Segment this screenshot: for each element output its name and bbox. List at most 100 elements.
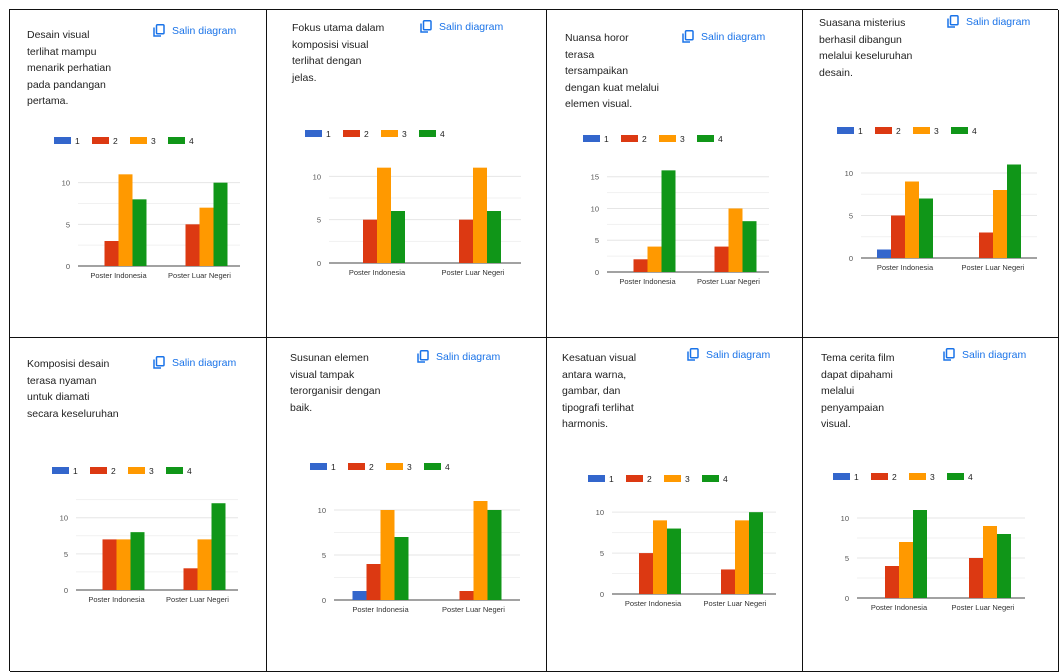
bar-series-3 [993,190,1007,258]
bar-series-4 [742,221,757,272]
bar-series-3 [473,167,487,263]
y-tick-label: 0 [845,594,849,603]
y-tick-label: 10 [841,514,849,523]
bar-series-3 [473,501,488,600]
copy-chart-button[interactable]: Salin diagram [682,30,765,43]
chart-card: Desain visual terlihat mampu menarik per… [10,10,267,338]
bar-series-3 [653,520,667,594]
legend-label-4: 4 [189,136,194,146]
legend-swatch-4 [424,463,441,470]
question-text: Susunan elemen visual tampak terorganisi… [290,352,381,414]
copy-icon [687,348,699,361]
legend-label-2: 2 [111,466,116,476]
question-text: Kesatuan visual antara warna, gambar, da… [562,352,637,430]
question-text: Fokus utama dalam komposisi visual terli… [292,22,385,84]
copy-chart-button[interactable]: Salin diagram [417,350,500,363]
legend-label-2: 2 [364,129,369,139]
bar-series-3 [199,207,214,266]
legend-swatch-3 [381,130,398,137]
legend-swatch-4 [419,130,436,137]
bar-series-3 [905,181,919,258]
legend-swatch-2 [626,475,643,482]
y-tick-label: 5 [600,549,604,558]
bar-series-4 [997,534,1011,598]
copy-icon [947,15,959,28]
bar-chart: 1 2 3 4 0 5 10 Poster Indonesia Poster Luar Nege… [310,462,520,614]
bar-series-2 [104,241,119,266]
bar-series-2 [459,591,474,600]
bar-chart: 1 2 3 4 0 5 10 Poster Indonesia Poster Luar Nege… [833,472,1025,612]
legend-swatch-3 [128,467,145,474]
legend-label-4: 4 [187,466,192,476]
bar-series-4 [394,537,409,600]
y-tick-label: 0 [66,262,70,271]
legend-label-3: 3 [930,472,935,482]
copy-chart-button[interactable]: Salin diagram [153,24,236,37]
bar-series-2 [969,558,983,598]
y-tick-label: 0 [600,590,604,599]
bar-series-1 [352,591,367,600]
x-tick-label: Poster Luar Negeri [962,263,1025,272]
legend-swatch-2 [875,127,892,134]
copy-chart-button[interactable]: Salin diagram [947,15,1030,28]
legend-label-4: 4 [968,472,973,482]
legend-label-1: 1 [604,134,609,144]
legend-label-3: 3 [934,126,939,136]
bar-series-2 [366,564,381,600]
y-tick-label: 5 [845,554,849,563]
x-tick-label: Poster Indonesia [352,605,409,614]
legend-label-3: 3 [407,462,412,472]
legend-swatch-4 [947,473,964,480]
copy-chart-label: Salin diagram [436,350,501,363]
bar-chart: 1 2 3 4 0 5 10 Poster Indonesia Poster Luar Nege… [52,466,238,604]
bar-series-4 [487,211,501,263]
y-tick-label: 10 [596,508,604,517]
bar-series-2 [721,569,735,594]
copy-chart-button[interactable]: Salin diagram [687,348,770,361]
copy-chart-label: Salin diagram [962,348,1027,361]
bar-chart: 1 2 3 4 0 5 10 Poster Indonesia Poster Luar Nege… [588,474,776,608]
bar-series-2 [714,246,729,272]
legend-swatch-1 [583,135,600,142]
copy-chart-button[interactable]: Salin diagram [420,20,503,33]
chart-card: Suasana misterius berhasil dibangun mela… [803,10,1059,338]
y-tick-label: 5 [64,550,68,559]
bar-series-2 [885,566,899,598]
legend-label-1: 1 [331,462,336,472]
legend-label-3: 3 [680,134,685,144]
y-tick-label: 10 [60,514,68,523]
bar-series-3 [197,539,212,590]
bar-series-2 [891,215,905,258]
x-tick-label: Poster Indonesia [877,263,934,272]
legend-swatch-3 [664,475,681,482]
legend-label-2: 2 [647,474,652,484]
y-tick-label: 5 [849,212,853,221]
y-tick-label: 5 [317,216,321,225]
bar-series-3 [899,542,913,598]
bar-series-4 [667,528,681,594]
legend-swatch-2 [621,135,638,142]
copy-icon [417,350,429,363]
copy-chart-button[interactable]: Salin diagram [943,348,1026,361]
copy-chart-button[interactable]: Salin diagram [153,356,236,369]
legend-swatch-2 [92,137,109,144]
bar-series-1 [877,249,891,258]
y-tick-label: 0 [595,268,599,277]
legend-label-2: 2 [369,462,374,472]
x-tick-label: Poster Luar Negeri [442,268,505,277]
bar-series-3 [647,246,662,272]
chart-card: Fokus utama dalam komposisi visual terli… [267,10,547,338]
legend-label-3: 3 [685,474,690,484]
chart-card: Tema cerita film dapat dipahami melalui … [803,338,1059,672]
y-tick-label: 10 [62,179,70,188]
legend-label-1: 1 [609,474,614,484]
bar-series-4 [391,211,405,263]
bar-series-4 [211,503,226,590]
bar-series-2 [979,232,993,258]
y-tick-label: 0 [322,596,326,605]
bar-series-2 [102,539,117,590]
legend-swatch-3 [909,473,926,480]
bar-series-3 [983,526,997,598]
legend-label-2: 2 [113,136,118,146]
bar-series-4 [749,512,763,594]
